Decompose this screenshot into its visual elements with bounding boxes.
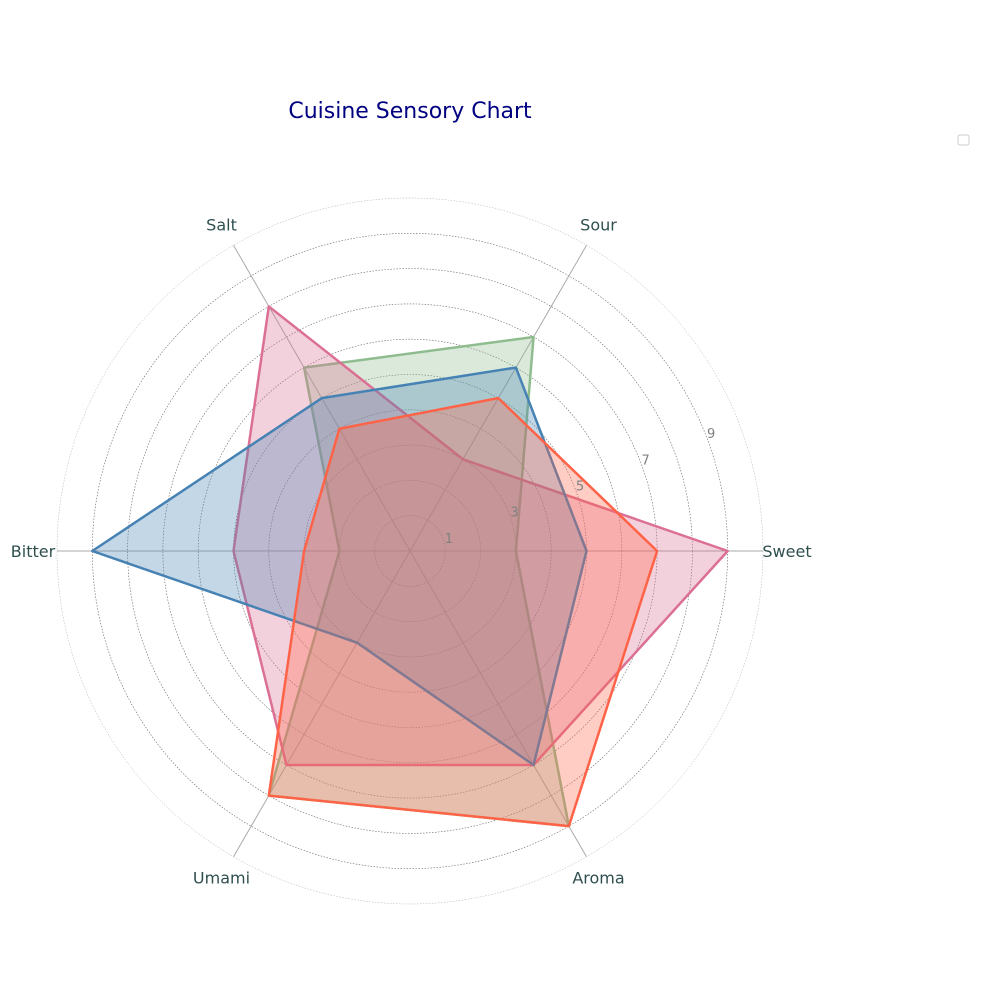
chart-title: Cuisine Sensory Chart: [288, 99, 532, 124]
axis-spoke: [409, 550, 587, 857]
category-label: Salt: [206, 216, 237, 235]
series-layer: [91, 305, 729, 828]
category-label: Sweet: [762, 542, 811, 561]
category-label: Bitter: [11, 542, 56, 561]
axis-spoke: [233, 550, 411, 857]
category-label: Sour: [580, 216, 617, 235]
tick-label: 3: [510, 506, 518, 521]
series-polygon: [267, 396, 659, 828]
category-label: Aroma: [572, 868, 624, 887]
label-layer: Sweet Sour Salt Bitter Umami Aroma 1 3 5 7 9: [11, 216, 812, 888]
tick-label: 1: [445, 532, 453, 547]
category-label: Umami: [193, 868, 250, 887]
tick-label: 9: [707, 427, 715, 442]
series-polygon: [91, 366, 588, 767]
tick-label: 7: [641, 453, 649, 468]
tick-label: 5: [576, 480, 584, 495]
legend-box: [957, 134, 970, 146]
